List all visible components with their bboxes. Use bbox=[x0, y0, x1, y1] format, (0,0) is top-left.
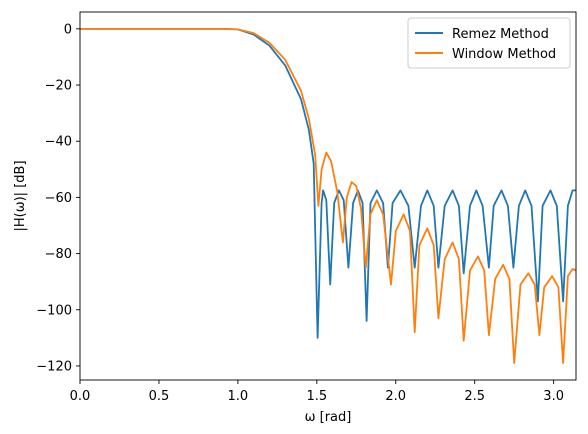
y-tick-label: −120 bbox=[36, 359, 72, 374]
legend-box bbox=[407, 17, 571, 69]
x-tick-label: 0.0 bbox=[70, 389, 91, 404]
x-tick-label: 2.0 bbox=[385, 389, 406, 404]
y-tick-label: −40 bbox=[45, 135, 72, 150]
x-tick-label: 1.0 bbox=[228, 389, 249, 404]
y-tick-label: 0 bbox=[64, 22, 72, 37]
series-line-0 bbox=[80, 27, 576, 339]
y-tick-label: −60 bbox=[45, 191, 72, 206]
y-tick-label: −80 bbox=[45, 247, 72, 262]
plot-frame bbox=[79, 11, 577, 381]
y-axis-label: |H(ω)| [dB] bbox=[13, 160, 28, 231]
x-axis-label: ω [rad] bbox=[305, 410, 352, 425]
x-tick-label: 3.0 bbox=[543, 389, 564, 404]
x-tick-label: 1.5 bbox=[306, 389, 327, 404]
plot-area bbox=[80, 12, 576, 380]
x-tick-label: 0.5 bbox=[149, 389, 170, 404]
legend-label-remez: Remez Method bbox=[452, 27, 549, 42]
legend: Remez Method Window Method bbox=[407, 17, 571, 69]
x-tick-label: 2.5 bbox=[464, 389, 485, 404]
y-tick-label: −100 bbox=[36, 303, 72, 318]
y-tick-label: −20 bbox=[45, 79, 72, 94]
series-line-1 bbox=[80, 27, 576, 365]
legend-label-window: Window Method bbox=[452, 47, 556, 62]
